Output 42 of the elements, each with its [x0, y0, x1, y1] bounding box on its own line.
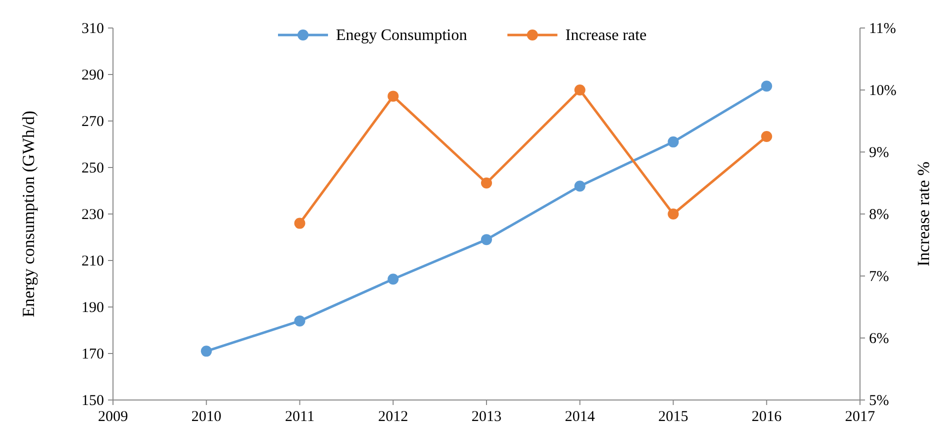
point: [761, 131, 772, 142]
y2-axis-title: Increase rate %: [914, 162, 933, 266]
point: [574, 84, 586, 96]
point: [294, 218, 306, 229]
y-tick-label: 170: [82, 346, 104, 362]
point: [481, 178, 492, 188]
x-tick-label: 2016: [752, 409, 782, 425]
y-tick-label: 310: [82, 21, 104, 37]
y-tick-label: 270: [82, 114, 104, 130]
point: [481, 234, 492, 246]
y-tick-label: 230: [82, 207, 104, 223]
x-tick-label: 2015: [658, 409, 688, 425]
y2-tick-label: 8%: [869, 207, 889, 223]
x-tick-label: 2014: [564, 409, 596, 425]
y2-tick-label: 10%: [869, 83, 896, 99]
point: [668, 136, 679, 148]
x-tick-label: 2013: [472, 409, 502, 425]
point: [388, 90, 399, 102]
y-tick-label: 190: [82, 300, 104, 316]
y2-tick-label: 6%: [869, 331, 889, 347]
legend-label: Enegy Consumption: [336, 27, 468, 44]
legend-label: Increase rate: [565, 27, 647, 44]
x-tick-label: 2011: [285, 409, 314, 425]
x-tick-label: 2010: [191, 409, 222, 425]
y-axis-title: Energy consumption (GWh/d): [19, 110, 38, 318]
y-tick-label: 290: [82, 68, 104, 84]
x-tick-label: 2012: [378, 409, 408, 425]
y-tick-label: 250: [82, 160, 104, 176]
y-tick-label: 210: [82, 254, 104, 270]
y2-tick-label: 5%: [869, 393, 889, 409]
y2-tick-label: 11%: [869, 21, 896, 37]
y2-tick-label: 7%: [869, 269, 889, 285]
x-tick-label: 2017: [845, 409, 876, 425]
y2-tick-label: 9%: [869, 145, 889, 161]
point: [200, 346, 212, 357]
point: [574, 180, 586, 192]
point: [294, 315, 306, 326]
x-tick-label: 2009: [98, 409, 128, 425]
point: [668, 208, 679, 220]
y-tick-label: 150: [82, 393, 104, 409]
point: [761, 80, 772, 92]
point: [388, 274, 399, 285]
